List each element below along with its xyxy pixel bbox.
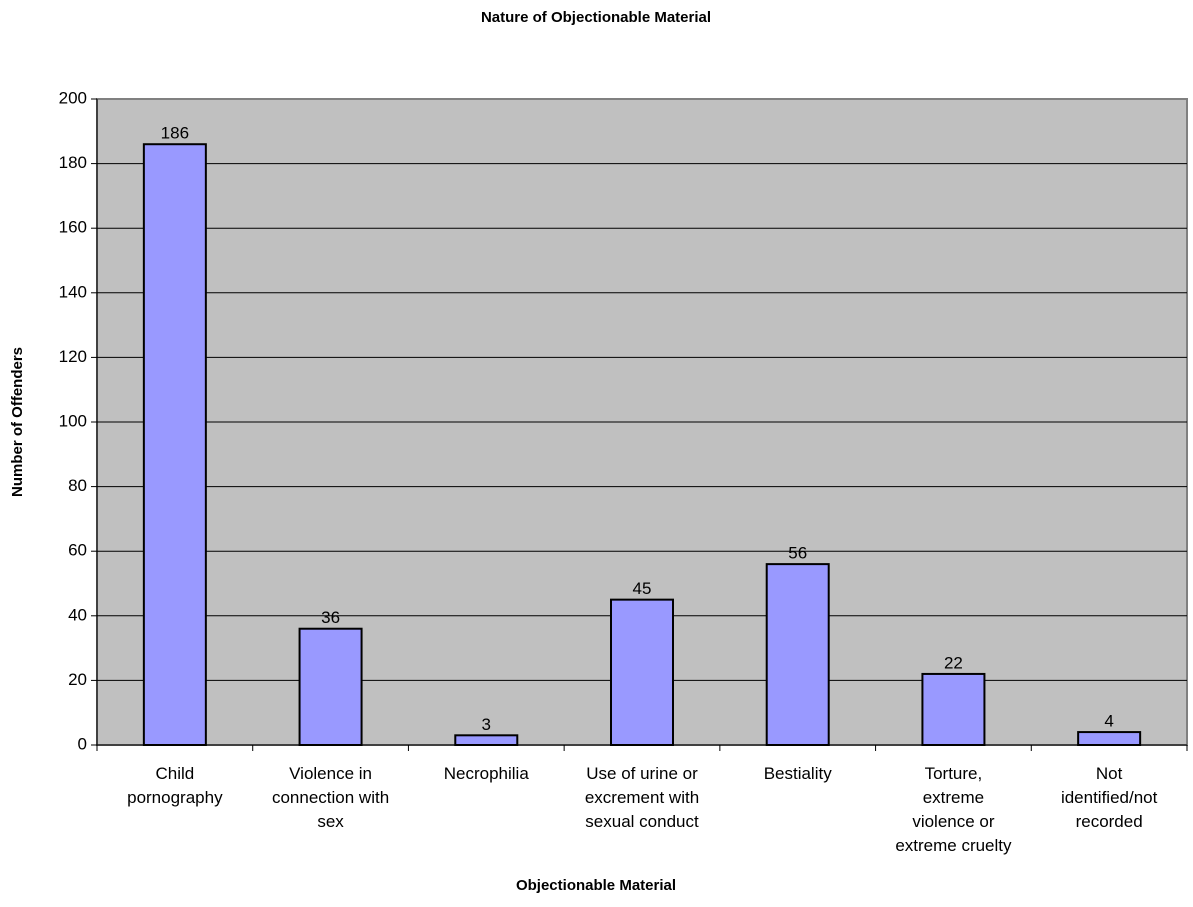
data-label: 186 [161,124,189,143]
y-tick-label: 120 [59,347,87,366]
y-axis-label: Number of Offenders [9,347,26,497]
x-axis-label: Objectionable Material [516,877,676,894]
y-tick-label: 40 [68,605,87,624]
x-tick-label: Necrophilia [444,764,530,783]
y-tick-label: 160 [59,218,87,237]
y-tick-label: 100 [59,411,87,430]
x-tick-label: Child pornography [127,764,223,807]
data-label: 22 [944,653,963,672]
x-tick-label: Bestiality [764,764,833,783]
y-tick-label: 20 [68,670,87,689]
bar [1077,731,1142,747]
data-label: 4 [1104,712,1113,731]
x-tick-label: Not identified/not recorded [1061,764,1158,831]
data-label: 56 [788,544,807,563]
bar [921,672,986,746]
x-tick-label: Violence in connection with sex [272,764,389,831]
x-tick-label: Use of urine or excrement with sexual cond… [585,764,699,831]
y-tick-label: 200 [59,88,87,107]
bar [298,627,363,746]
bar [610,598,674,747]
bar [454,734,519,746]
bar [142,143,207,747]
y-tick-label: 180 [59,153,87,172]
y-tick-label: 60 [68,541,87,560]
data-label: 45 [633,579,652,598]
data-label: 36 [321,608,340,627]
y-tick-label: 80 [68,476,87,495]
chart-title: Nature of Objectionable Material [481,9,711,26]
y-tick-label: 0 [78,734,87,753]
x-tick-label: Torture, extreme violence or extreme cruelt… [895,764,1012,855]
y-tick-label: 140 [59,282,87,301]
data-label: 3 [482,715,491,734]
bar [765,563,830,746]
